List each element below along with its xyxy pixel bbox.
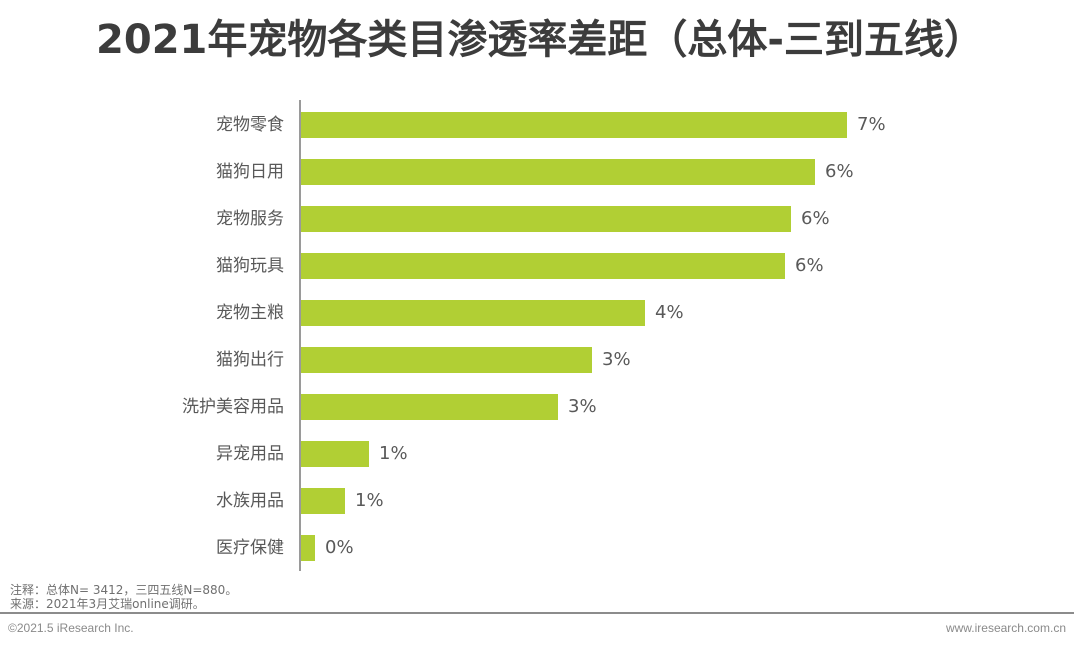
category-label: 洗护美容用品 (182, 397, 284, 417)
value-label: 7% (857, 114, 886, 135)
value-label: 1% (355, 490, 384, 511)
bar-row: 猫狗出行 3% (0, 347, 1080, 373)
bar-row: 宠物零食 7% (0, 112, 1080, 138)
category-label: 宠物主粮 (216, 303, 284, 323)
category-label: 猫狗日用 (216, 162, 284, 182)
category-label: 猫狗出行 (216, 350, 284, 370)
value-label: 6% (795, 255, 824, 276)
bar (301, 253, 785, 279)
copyright-text: ©2021.5 iResearch Inc. (8, 621, 134, 635)
note-text: 注释：总体N= 3412，三四五线N=880。 (10, 583, 238, 597)
bar-row: 宠物主粮 4% (0, 300, 1080, 326)
bar-row: 宠物服务 6% (0, 206, 1080, 232)
bar-row: 异宠用品 1% (0, 441, 1080, 467)
category-label: 医疗保健 (216, 538, 284, 558)
source-text: 来源：2021年3月艾瑞online调研。 (10, 597, 205, 611)
bar (301, 300, 645, 326)
bar-row: 水族用品 1% (0, 488, 1080, 514)
category-label: 宠物零食 (216, 115, 284, 135)
bar (301, 206, 791, 232)
value-label: 4% (655, 302, 684, 323)
bar (301, 441, 369, 467)
bar (301, 488, 345, 514)
value-label: 6% (801, 208, 830, 229)
category-label: 宠物服务 (216, 209, 284, 229)
bar (301, 535, 315, 561)
bar-row: 医疗保健 0% (0, 535, 1080, 561)
category-label: 水族用品 (216, 491, 284, 511)
bar (301, 159, 815, 185)
value-label: 3% (568, 396, 597, 417)
bar-row: 猫狗日用 6% (0, 159, 1080, 185)
value-label: 6% (825, 161, 854, 182)
category-label: 异宠用品 (216, 444, 284, 464)
value-label: 1% (379, 443, 408, 464)
bar-row: 猫狗玩具 6% (0, 253, 1080, 279)
bar (301, 347, 592, 373)
bar (301, 394, 558, 420)
value-label: 3% (602, 349, 631, 370)
y-axis-line (299, 100, 301, 571)
category-label: 猫狗玩具 (216, 256, 284, 276)
website-link[interactable]: www.iresearch.com.cn (945, 621, 1066, 635)
chart-title: 2021年宠物各类目渗透率差距（总体-三到五线） (96, 17, 984, 63)
bar (301, 112, 847, 138)
bar-row: 洗护美容用品 3% (0, 394, 1080, 420)
value-label: 0% (325, 537, 354, 558)
footer-divider (0, 612, 1074, 614)
